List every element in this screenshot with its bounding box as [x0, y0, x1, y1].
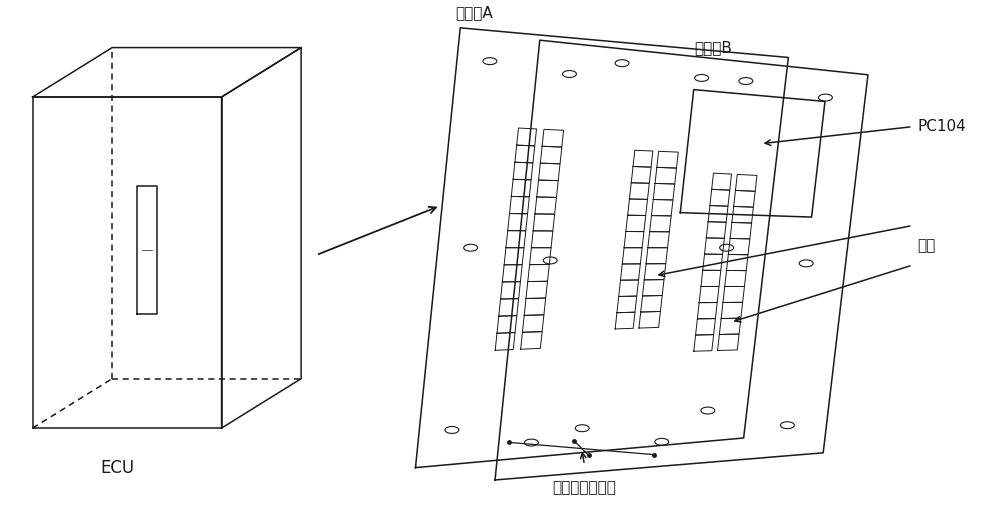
- Text: 安装固定孔若干: 安装固定孔若干: [553, 480, 616, 495]
- Text: 插座: 插座: [918, 238, 936, 253]
- Text: 电路板B: 电路板B: [694, 40, 732, 55]
- Text: PC104: PC104: [918, 119, 966, 134]
- Text: 电路板A: 电路板A: [455, 6, 493, 20]
- Text: ECU: ECU: [100, 459, 134, 477]
